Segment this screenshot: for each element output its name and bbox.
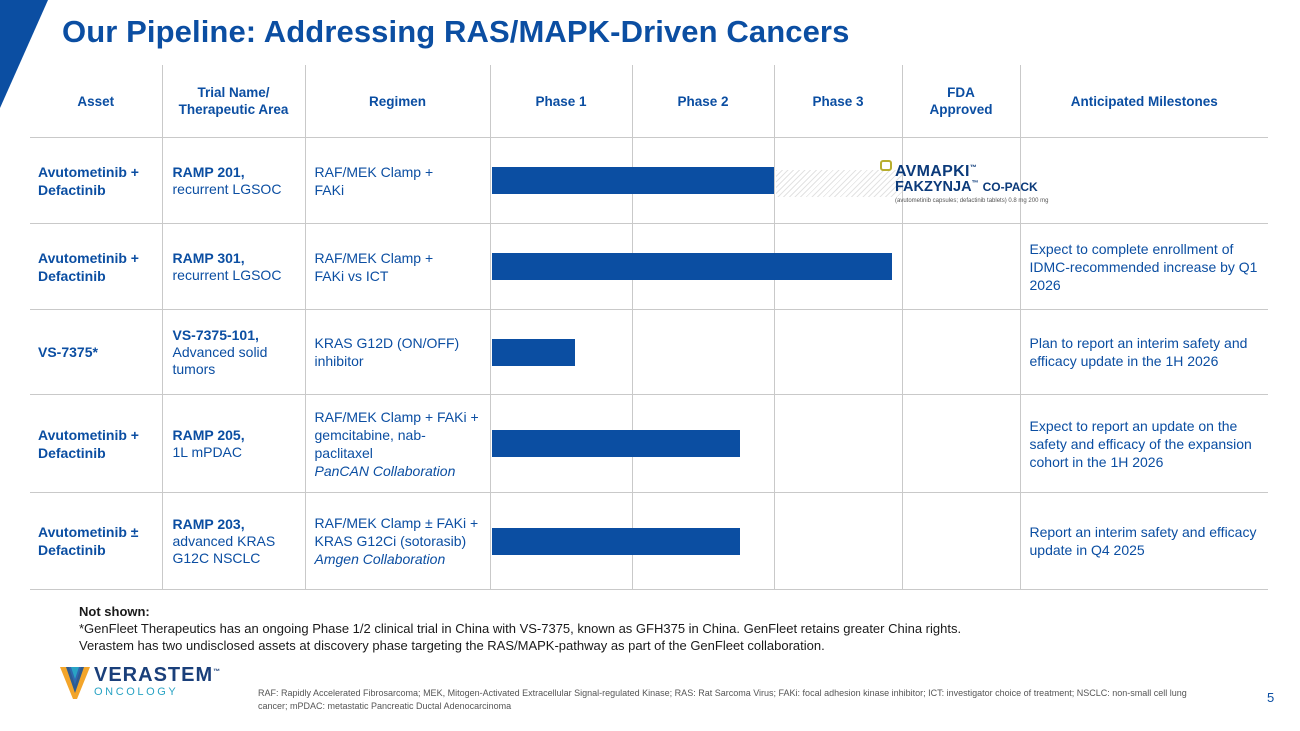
table-row: Avutometinib + Defactinib RAMP 301, recur… — [30, 223, 1268, 310]
asset-text: VS-7375* — [38, 344, 98, 360]
product-name-avmapki: AVMAPKI™ — [895, 163, 978, 180]
milestone-cell: Plan to report an interim safety and eff… — [1019, 309, 1268, 395]
asset-cell: VS-7375* — [30, 309, 162, 395]
company-subtitle: ONCOLOGY — [94, 686, 179, 698]
trial-cell: RAMP 203, advanced KRAS G12C NSCLC — [161, 492, 305, 590]
notes: Not shown: *GenFleet Therapeutics has an… — [79, 603, 961, 654]
notes-heading: Not shown: — [79, 604, 150, 619]
verastem-mark-icon — [60, 667, 90, 699]
trial-name: VS-7375-101, — [172, 326, 259, 343]
collaboration-text: PanCAN Collaboration — [314, 462, 456, 479]
regimen-cell: KRAS G12D (ON/OFF) inhibitor — [304, 309, 490, 395]
regimen-cell: RAF/MEK Clamp ± FAKi + KRAS G12Ci (sotor… — [304, 492, 490, 590]
trial-name: RAMP 203, — [172, 515, 245, 532]
regimen-text: RAF/MEK Clamp ± FAKi + KRAS G12Ci (sotor… — [314, 515, 479, 549]
notes-line-2: Verastem has two undisclosed assets at d… — [79, 638, 825, 653]
asset-cell: Avutometinib + Defactinib — [30, 223, 162, 310]
progress-bar — [492, 528, 740, 555]
progress-bar — [492, 339, 575, 366]
product-name-fakzynja: FAKZYNJA™ CO-PACK — [895, 179, 1038, 195]
asset-text: Avutometinib + Defactinib — [38, 163, 139, 198]
trial-name: RAMP 205, — [172, 426, 245, 443]
company-name: VERASTEM™ — [94, 664, 222, 686]
page-title: Our Pipeline: Addressing RAS/MAPK-Driven… — [62, 14, 850, 49]
trial-cell: RAMP 301, recurrent LGSOC — [161, 223, 305, 310]
page-number: 5 — [1267, 690, 1275, 705]
header-trial: Trial Name/Therapeutic Area — [161, 65, 305, 138]
regimen-cell: RAF/MEK Clamp + FAKi — [304, 137, 490, 224]
asset-text: Avutometinib + Defactinib — [38, 249, 139, 284]
approval-hatch — [776, 170, 902, 197]
regimen-text: KRAS G12D (ON/OFF) inhibitor — [314, 335, 460, 369]
header-regimen: Regimen — [304, 65, 490, 138]
regimen-text: RAF/MEK Clamp + FAKi — [314, 163, 434, 198]
collaboration-text: Amgen Collaboration — [314, 551, 446, 567]
product-fine-print: (avutometinib capsules; defactinib table… — [895, 198, 1049, 204]
approved-product-logo: AVMAPKI™ FAKZYNJA™ CO-PACK (avutometinib… — [880, 160, 1048, 212]
trial-area: Advanced solid tumors — [172, 343, 268, 377]
asset-cell: Avutometinib + Defactinib — [30, 137, 162, 224]
header-phase2: Phase 2 — [631, 65, 774, 138]
progress-bar — [492, 167, 774, 194]
progress-bar — [492, 253, 892, 280]
regimen-cell: RAF/MEK Clamp + FAKi + gemcitabine, nab-… — [304, 394, 490, 493]
trial-cell: VS-7375-101, Advanced solid tumors — [161, 309, 305, 395]
header-milestones: Anticipated Milestones — [1019, 65, 1268, 138]
regimen-text: RAF/MEK Clamp + FAKi vs ICT — [314, 249, 434, 284]
asset-text: Avutometinib + Defactinib — [38, 426, 139, 461]
trial-area: recurrent LGSOC — [172, 180, 282, 197]
milestone-cell — [1019, 137, 1268, 224]
milestone-cell: Report an interim safety and efficacy up… — [1019, 492, 1268, 590]
trial-name: RAMP 201, — [172, 163, 245, 180]
trial-name: RAMP 301, — [172, 249, 245, 266]
trial-area: recurrent LGSOC — [172, 266, 282, 283]
regimen-text: RAF/MEK Clamp + FAKi + gemcitabine, nab-… — [314, 408, 479, 461]
asset-text: Avutometinib ± Defactinib — [38, 524, 139, 558]
notes-line-1: *GenFleet Therapeutics has an ongoing Ph… — [79, 621, 962, 636]
product-icon — [880, 160, 892, 171]
milestone-cell: Expect to complete enrollment of IDMC-re… — [1019, 223, 1268, 310]
trial-area: 1L mPDAC — [172, 443, 243, 460]
company-logo: VERASTEM™ ONCOLOGY — [58, 663, 228, 703]
header-row: Asset Trial Name/Therapeutic Area Regime… — [30, 65, 1268, 138]
regimen-cell: RAF/MEK Clamp + FAKi vs ICT — [304, 223, 490, 310]
progress-bar — [492, 430, 740, 457]
header-phase3: Phase 3 — [773, 65, 902, 138]
trial-cell: RAMP 201, recurrent LGSOC — [161, 137, 305, 224]
abbreviations-footnote: RAF: Rapidly Accelerated Fibrosarcoma; M… — [258, 688, 1187, 711]
trial-cell: RAMP 205, 1L mPDAC — [161, 394, 305, 493]
corner-accent — [0, 0, 48, 108]
table-row: VS-7375* VS-7375-101, Advanced solid tumo… — [30, 309, 1268, 395]
asset-cell: Avutometinib + Defactinib — [30, 394, 162, 493]
header-asset: Asset — [30, 65, 162, 138]
trial-area: advanced KRAS G12C NSCLC — [172, 532, 276, 566]
header-fda: FDA Approved — [901, 65, 1020, 138]
asset-cell: Avutometinib ± Defactinib — [30, 492, 162, 590]
milestone-cell: Expect to report an update on the safety… — [1019, 394, 1268, 493]
header-phase1: Phase 1 — [489, 65, 632, 138]
pipeline-table: Asset Trial Name/Therapeutic Area Regime… — [30, 65, 1268, 590]
